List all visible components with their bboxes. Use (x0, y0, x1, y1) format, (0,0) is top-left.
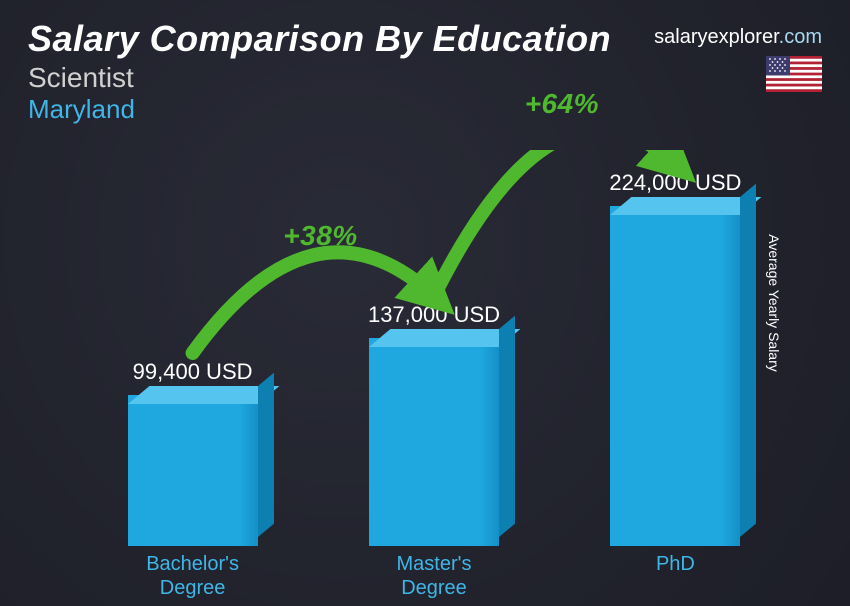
location: Maryland (28, 94, 611, 125)
bar-label: PhD (656, 552, 695, 576)
bar-chart: 99,400 USDBachelor's Degree 137,000 USDMa… (60, 150, 770, 546)
brand-name: salaryexplorer (654, 26, 779, 48)
bar-label: Bachelor's Degree (146, 552, 239, 600)
bar-label: Master's Degree (397, 552, 472, 600)
bar-value: 99,400 USD (133, 359, 253, 385)
bar-group: 224,000 USDPhD (585, 170, 765, 546)
page-title: Salary Comparison By Education (28, 18, 611, 60)
bar-value: 224,000 USD (609, 170, 741, 196)
bar-value: 137,000 USD (368, 302, 500, 328)
increase-label: +64% (525, 88, 599, 120)
bar (610, 206, 740, 546)
bar-group: 137,000 USDMaster's Degree (344, 302, 524, 546)
bar-group: 99,400 USDBachelor's Degree (103, 359, 283, 546)
brand-suffix: .com (779, 26, 822, 48)
header: Salary Comparison By Education Scientist… (28, 18, 611, 125)
bar (369, 338, 499, 546)
brand-logo: salaryexplorer.com (654, 26, 822, 49)
subtitle: Scientist (28, 62, 611, 94)
bar (128, 395, 258, 546)
usa-flag-icon (766, 56, 822, 92)
increase-label: +38% (283, 220, 357, 252)
